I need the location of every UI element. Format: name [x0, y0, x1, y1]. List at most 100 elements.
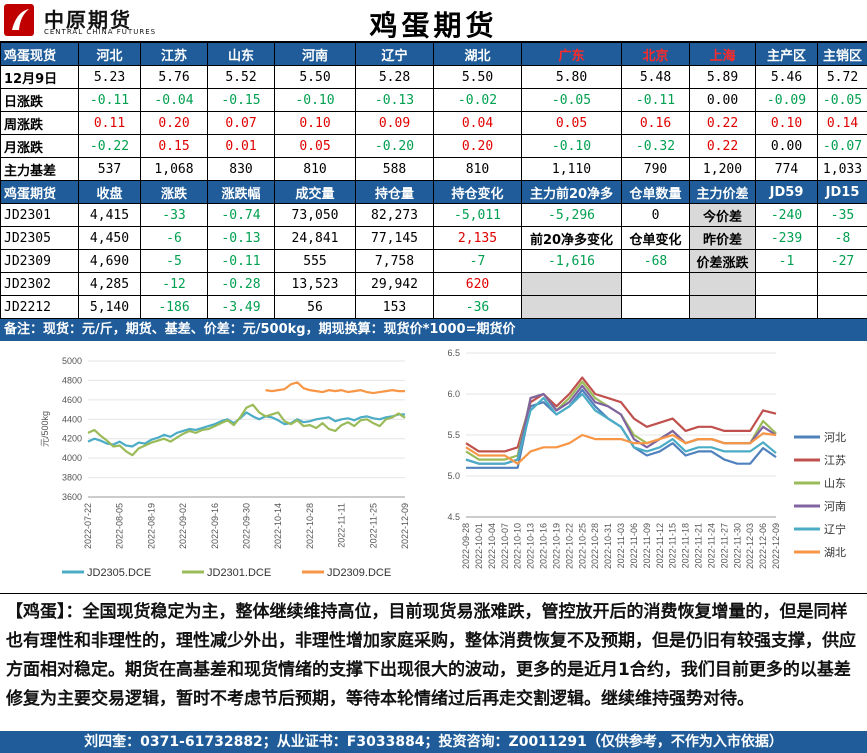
- spot-value: -0.10: [274, 88, 356, 112]
- spot-value: -0.32: [621, 134, 690, 158]
- oi-change: 2,135: [433, 226, 522, 250]
- spot-row: 12月9日 5.23 5.76 5.52 5.50 5.28 5.50 5.80 5.48 5.8…: [0, 65, 867, 89]
- futures-header: 持仓变化: [433, 180, 522, 204]
- x-tick-label: 2022-09-16: [210, 503, 220, 549]
- spot-value: -0.05: [817, 88, 867, 112]
- page-title: 鸡蛋期货: [369, 9, 498, 42]
- x-tick-label: 2022-11-27: [719, 523, 729, 568]
- volume: 555: [274, 249, 356, 273]
- legend-label: 河南: [824, 500, 846, 513]
- y-tick-label: 4200: [62, 434, 82, 444]
- jd59-value: -239: [755, 226, 818, 250]
- futures-header: 涨跌: [140, 180, 208, 204]
- spot-value: 0.05: [274, 134, 356, 158]
- spot-value: 5.89: [689, 65, 756, 89]
- pct-change: -0.28: [207, 272, 275, 296]
- futures-header: 收盘: [78, 180, 141, 204]
- series-line: [465, 392, 777, 465]
- brand-name-en: CENTRAL CHINA FUTURES: [44, 28, 157, 36]
- x-tick-label: 2022-11-25: [368, 503, 378, 548]
- legend-label: 辽宁: [824, 522, 846, 536]
- report-header: 中原期货 CENTRAL CHINA FUTURES 鸡蛋期货: [0, 0, 867, 42]
- spot-value: 1,068: [140, 157, 208, 181]
- contract-code: JD2301: [0, 203, 79, 227]
- y-tick-label: 4800: [62, 375, 82, 385]
- spot-value: -0.11: [621, 88, 690, 112]
- contract-code: JD2305: [0, 226, 79, 250]
- spot-row: 日涨跌 -0.11 -0.04 -0.15 -0.10 -0.13 -0.02 -0.05 -0…: [0, 88, 867, 112]
- region-header: 辽宁: [355, 42, 434, 66]
- spot-value: -0.22: [78, 134, 141, 158]
- spot-value: 0.20: [433, 134, 522, 158]
- spot-value: -0.05: [521, 88, 622, 112]
- jd15-value: -8: [817, 226, 867, 250]
- spot-value: 810: [274, 157, 356, 181]
- empty-cell: [521, 295, 622, 319]
- spot-value: 0.22: [689, 134, 756, 158]
- futures-header: 仓单数量: [621, 180, 690, 204]
- close-price: 4,285: [78, 272, 141, 296]
- region-header: 河南: [274, 42, 356, 66]
- futures-row: JD2305 4,450 -6 -0.13 24,841 77,145 2,135 前20净多…: [0, 226, 867, 250]
- y-tick-label: 3800: [62, 473, 82, 483]
- price-change: -12: [140, 272, 208, 296]
- region-header: 江苏: [140, 42, 208, 66]
- spot-value: 790: [621, 157, 690, 181]
- empty-cell: [817, 295, 867, 319]
- series-line: [465, 376, 777, 453]
- x-tick-label: 2022-10-22: [564, 523, 574, 569]
- spot-value: -0.20: [355, 134, 434, 158]
- spot-header-label: 鸡蛋现货: [0, 42, 79, 66]
- spot-row: 月涨跌 -0.22 0.15 0.01 0.05 -0.20 0.20 -0.10 -0.32 0…: [0, 134, 867, 158]
- spread-label: 昨价差: [689, 226, 756, 250]
- region-header: 广东: [521, 42, 622, 66]
- x-tick-label: 2022-11-24: [706, 523, 716, 568]
- empty-cell: [621, 295, 690, 319]
- empty-cell: [817, 272, 867, 296]
- spot-value: -0.11: [78, 88, 141, 112]
- legend-label: 湖北: [824, 546, 846, 559]
- spot-value: 1,200: [689, 157, 756, 181]
- x-tick-label: 2022-12-09: [400, 503, 410, 549]
- series-line: [87, 403, 406, 457]
- x-tick-label: 2022-09-02: [178, 503, 188, 549]
- spot-value: 588: [355, 157, 434, 181]
- futures-header: 持仓量: [355, 180, 434, 204]
- volume: 13,523: [274, 272, 356, 296]
- open-interest: 77,145: [355, 226, 434, 250]
- contract-code: JD2309: [0, 249, 79, 273]
- legend-label: JD2301.DCE: [207, 567, 271, 579]
- x-tick-label: 2022-10-14: [273, 503, 283, 549]
- legend-label: JD2309.DCE: [327, 567, 391, 579]
- empty-cell: [755, 272, 818, 296]
- region-header: 主产区: [755, 42, 818, 66]
- empty-cell: [689, 295, 756, 319]
- region-header: 主销区: [817, 42, 867, 66]
- spot-value: 1,110: [521, 157, 622, 181]
- x-tick-label: 2022-10-28: [305, 503, 315, 549]
- open-interest: 29,942: [355, 272, 434, 296]
- open-interest: 7,758: [355, 249, 434, 273]
- x-tick-label: 2022-11-03: [616, 523, 626, 568]
- volume: 56: [274, 295, 356, 319]
- futures-row: JD2302 4,285 -12 -0.28 13,523 29,942 620: [0, 272, 867, 296]
- data-table: 鸡蛋现货 河北 江苏 山东 河南 辽宁 湖北 广东 北京 上海 主产区 主销区 12月9日 5.23 5.7…: [0, 42, 867, 319]
- futures-row: JD2212 5,140 -186 -3.49 56 153 -36: [0, 295, 867, 319]
- x-tick-label: 2022-12-03: [745, 523, 755, 569]
- spot-value: 0.16: [621, 111, 690, 135]
- jd15-value: -35: [817, 203, 867, 227]
- row-label: 周涨跌: [0, 111, 79, 135]
- x-tick-label: 2022-11-21: [694, 523, 704, 568]
- spread-label: 价差涨跌: [689, 249, 756, 273]
- close-price: 4,415: [78, 203, 141, 227]
- legend-label: JD2305.DCE: [87, 567, 151, 579]
- warrant-change: -68: [621, 249, 690, 273]
- x-tick-label: 2022-10-04: [487, 523, 497, 569]
- oi-change: 620: [433, 272, 522, 296]
- net-long-change: -1,616: [521, 249, 622, 273]
- x-tick-label: 2022-10-19: [551, 523, 561, 569]
- spot-value: 0.11: [78, 111, 141, 135]
- spot-value: 774: [755, 157, 818, 181]
- x-tick-label: 2022-11-09: [642, 523, 652, 568]
